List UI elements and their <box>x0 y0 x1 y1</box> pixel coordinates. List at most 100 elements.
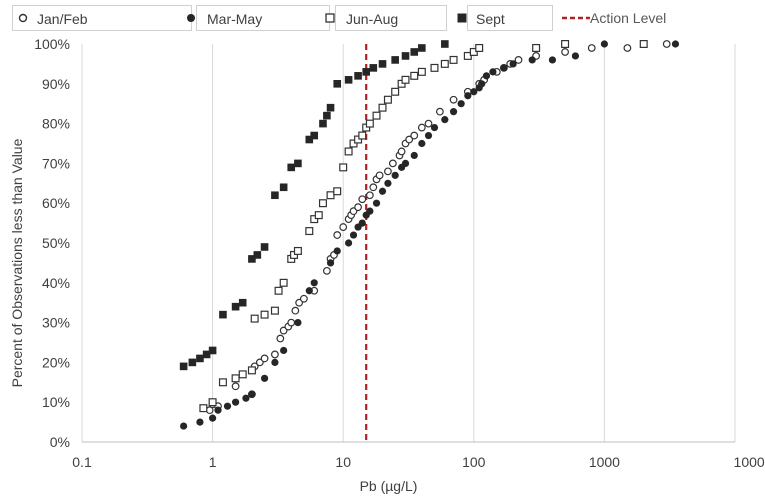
legend-item-jan-feb: Jan/Feb <box>12 5 192 31</box>
data-point <box>260 310 269 319</box>
data-point <box>532 43 541 52</box>
data-point <box>231 302 240 311</box>
data-point <box>464 92 472 100</box>
data-point <box>354 72 362 80</box>
data-point <box>514 56 523 64</box>
data-point <box>365 191 374 200</box>
data-point <box>202 350 211 359</box>
data-point <box>378 103 387 112</box>
data-point <box>248 255 256 263</box>
data-point <box>449 95 458 104</box>
data-point <box>548 56 557 64</box>
data-point <box>349 231 358 239</box>
data-point <box>354 203 362 212</box>
data-point <box>662 40 671 48</box>
data-points <box>179 39 680 430</box>
data-point <box>333 231 342 239</box>
legend-label: Jan/Feb <box>37 11 88 27</box>
data-point <box>358 219 366 227</box>
series-sept <box>179 40 449 371</box>
data-point <box>623 44 632 52</box>
data-point <box>528 56 536 64</box>
filled-square-marker-icon <box>457 13 467 23</box>
data-point <box>372 111 381 120</box>
series-mar-may <box>180 40 680 430</box>
data-point <box>305 135 314 144</box>
data-point <box>247 366 256 375</box>
data-point <box>388 159 397 168</box>
data-point <box>344 147 353 156</box>
y-tick-label: 50% <box>42 235 70 251</box>
series-jun-aug <box>199 39 648 413</box>
data-point <box>209 414 217 422</box>
data-point <box>214 406 222 414</box>
data-point <box>372 199 381 207</box>
data-point <box>358 131 367 140</box>
data-point <box>418 44 426 52</box>
data-point <box>449 108 458 116</box>
data-point <box>231 382 240 391</box>
legend-label: Sept <box>476 11 505 27</box>
data-point <box>319 119 327 128</box>
x-tick-label: 10000 <box>734 454 765 470</box>
data-point <box>253 251 262 259</box>
data-point <box>571 52 580 60</box>
open-square-marker-icon <box>325 13 335 23</box>
data-point <box>391 171 399 179</box>
x-axis-ticks: 0.1 1 10 100 1000 10000 <box>72 454 765 470</box>
y-tick-label: 60% <box>42 195 70 211</box>
x-tick-label: 0.1 <box>72 454 92 470</box>
data-point <box>318 199 327 208</box>
open-circle-marker-icon <box>18 13 28 23</box>
data-point <box>449 55 458 64</box>
data-point <box>362 68 370 76</box>
data-point <box>333 187 342 196</box>
data-point <box>260 354 269 363</box>
data-point <box>344 76 353 84</box>
legend-item-sept: Sept <box>457 5 553 31</box>
data-point <box>271 358 279 366</box>
data-point <box>405 135 414 144</box>
data-point <box>260 243 269 251</box>
y-tick-label: 10% <box>42 394 70 410</box>
data-point <box>276 334 285 343</box>
data-point <box>242 394 250 402</box>
data-point <box>375 171 384 180</box>
data-point <box>294 319 302 327</box>
data-point <box>310 279 318 287</box>
data-point <box>391 87 400 96</box>
series-jan-feb <box>205 40 671 415</box>
y-tick-label: 0% <box>50 434 70 450</box>
data-point <box>509 60 517 68</box>
data-point <box>299 294 308 303</box>
data-point <box>401 75 410 84</box>
legend-item-jun-aug: Jun-Aug <box>325 5 447 31</box>
data-point <box>274 286 283 295</box>
data-point <box>293 246 302 255</box>
data-point <box>600 40 609 48</box>
data-point <box>238 370 247 379</box>
data-point <box>424 119 433 128</box>
data-point <box>238 298 247 307</box>
data-point <box>219 310 227 319</box>
data-point <box>326 191 335 200</box>
data-point <box>391 56 399 64</box>
legend-item-mar-may: Mar-May <box>187 5 330 31</box>
legend-label: Jun-Aug <box>346 11 399 27</box>
x-axis-title: Pb (µg/L) <box>360 478 418 494</box>
data-point <box>279 278 288 287</box>
data-point <box>401 159 410 167</box>
legend-label: Action Level <box>590 10 667 26</box>
data-point <box>260 374 269 382</box>
x-tick-label: 10 <box>335 454 351 470</box>
data-point <box>305 287 313 295</box>
x-tick-label: 1000 <box>589 454 620 470</box>
data-point <box>417 123 426 132</box>
data-point <box>378 187 387 195</box>
data-point <box>457 100 465 108</box>
data-point <box>365 119 374 128</box>
data-point <box>310 131 319 140</box>
data-point <box>339 223 348 231</box>
data-point <box>223 402 232 410</box>
data-point <box>305 227 314 236</box>
